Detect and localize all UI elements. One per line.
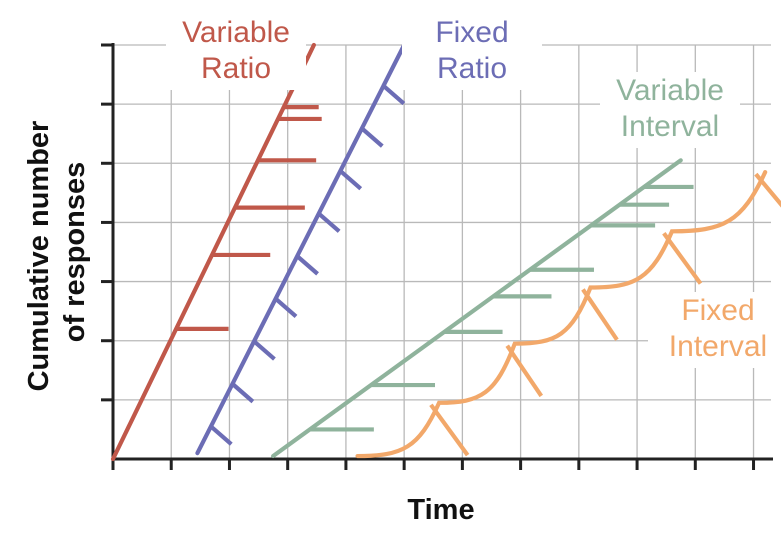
series-label-line: Ratio	[201, 52, 271, 85]
reinforcement-mark	[581, 288, 619, 341]
series-2	[271, 158, 694, 459]
axes	[101, 43, 773, 470]
series-label: Fixed Interval	[669, 294, 767, 363]
series-line	[110, 42, 316, 462]
series-label-backing	[166, 14, 306, 90]
reinforcement-mark	[231, 382, 255, 404]
series-label-line: Ratio	[437, 52, 507, 85]
series-line	[271, 158, 683, 459]
reinforcement-mark	[382, 84, 406, 106]
x-axis-title: Time	[407, 494, 474, 526]
series-label-line: Fixed	[681, 294, 754, 327]
reinforcement-mark	[209, 424, 233, 446]
series-label: Variable Ratio	[182, 16, 290, 85]
y-axis-title: Cumulative number of responses	[23, 113, 91, 392]
series-label-line: Interval	[669, 330, 767, 363]
reinforcement-mark	[338, 169, 363, 191]
series-0	[110, 42, 322, 462]
series-line	[355, 170, 768, 459]
series-label-line: Fixed	[435, 16, 508, 49]
series-label-line: Variable	[616, 74, 724, 107]
reinforcement-mark	[252, 339, 276, 361]
series-label: Variable Interval	[616, 74, 724, 143]
reinforcement-mark	[317, 211, 341, 233]
reinforcement-mark	[360, 126, 384, 148]
reinforcement-mark	[754, 172, 781, 208]
series-layer	[110, 42, 781, 462]
series-label: Fixed Ratio	[435, 16, 508, 85]
y-axis-title-line-2: of responses	[59, 162, 91, 343]
series-1	[195, 42, 407, 456]
y-axis-title-line-1: Cumulative number	[23, 121, 55, 392]
reinforcement-mark	[274, 297, 298, 319]
series-label-backing	[600, 72, 740, 148]
reinforcement-mark	[295, 254, 319, 276]
series-label-backing	[648, 292, 781, 368]
reinforcement-mark	[429, 403, 470, 457]
reinforcement-mark	[662, 232, 703, 285]
series-label-backing	[402, 14, 542, 90]
series-3	[355, 170, 781, 459]
series-label-line: Interval	[621, 110, 719, 143]
series-label-line: Variable	[182, 16, 290, 49]
